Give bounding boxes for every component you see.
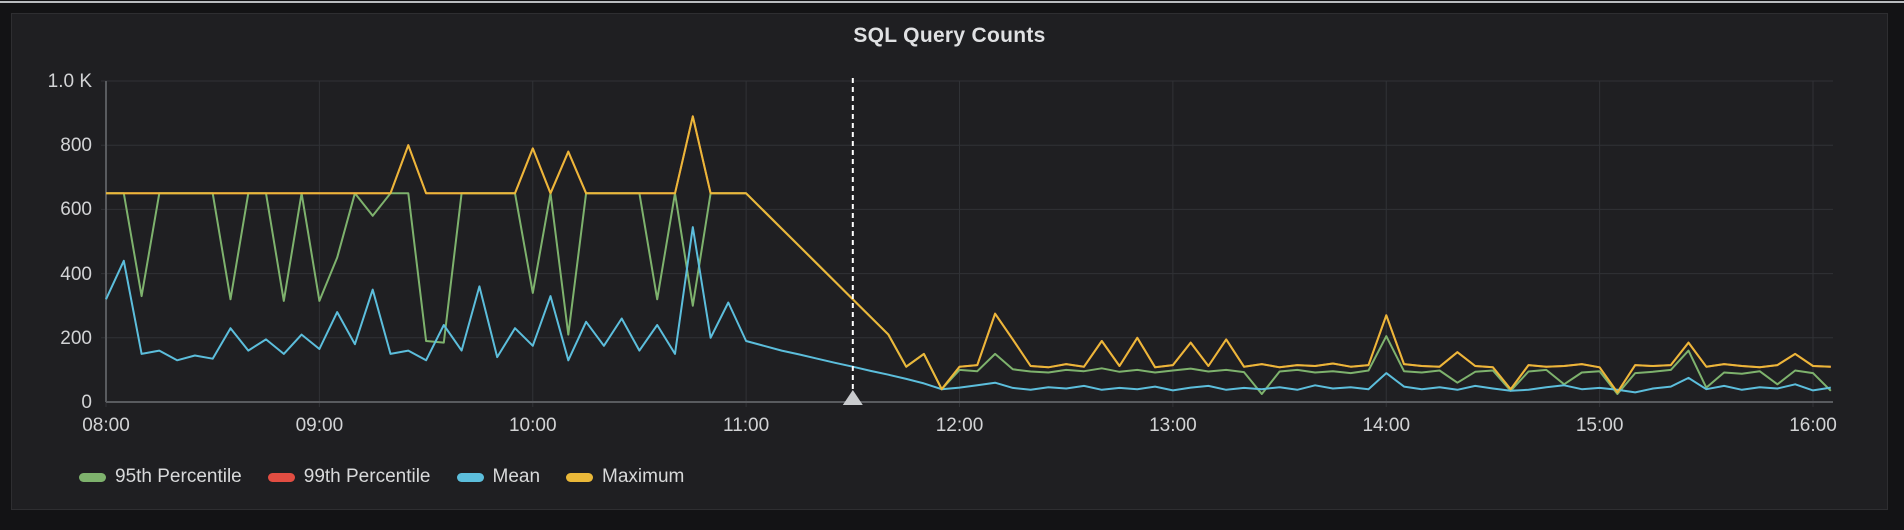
x-axis-tick-label: 09:00 xyxy=(295,415,344,436)
x-axis-tick-label: 08:00 xyxy=(82,415,130,436)
legend: 95th Percentile 99th Percentile Mean Maximu… xyxy=(79,466,684,488)
x-axis-tick-label: 10:00 xyxy=(508,415,557,436)
legend-label[interactable]: 99th Percentile xyxy=(303,466,431,487)
legend-swatch-icon[interactable] xyxy=(456,472,484,482)
x-axis-tick-label: 11:00 xyxy=(723,415,770,436)
x-axis-tick-label: 15:00 xyxy=(1575,415,1624,436)
legend-label[interactable]: Mean xyxy=(492,466,541,487)
legend-item-mean[interactable]: Mean xyxy=(456,466,541,488)
y-axis-tick-label: 400 xyxy=(60,263,92,285)
y-axis-tick-label: 600 xyxy=(60,199,92,221)
annotation-marker-triangle[interactable] xyxy=(842,390,863,405)
x-axis-tick-label: 16:00 xyxy=(1789,415,1837,436)
legend-label[interactable]: 95th Percentile xyxy=(115,466,242,487)
window-top-divider xyxy=(0,1,1904,3)
x-axis-tick-label: 13:00 xyxy=(1149,415,1197,436)
legend-swatch-icon[interactable] xyxy=(267,472,295,482)
y-axis-tick-label: 0 xyxy=(81,392,92,413)
legend-swatch-icon[interactable] xyxy=(566,472,594,482)
plot-area[interactable] xyxy=(106,70,1835,402)
legend-swatch-icon[interactable] xyxy=(79,472,106,482)
legend-item-maximum[interactable]: Maximum xyxy=(566,466,684,488)
panel-title[interactable]: SQL Query Counts xyxy=(853,24,1046,47)
x-axis-tick-label: 12:00 xyxy=(935,415,984,436)
legend-item-99th-percentile[interactable]: 99th Percentile xyxy=(267,466,431,488)
legend-item-95th-percentile[interactable]: 95th Percentile xyxy=(79,466,242,488)
legend-label[interactable]: Maximum xyxy=(602,466,685,487)
y-axis-tick-label: 800 xyxy=(60,135,92,157)
y-axis-tick-label: 200 xyxy=(60,327,92,349)
x-axis-tick-label: 14:00 xyxy=(1362,415,1411,436)
y-axis-tick-label: 1.0 K xyxy=(47,71,92,92)
